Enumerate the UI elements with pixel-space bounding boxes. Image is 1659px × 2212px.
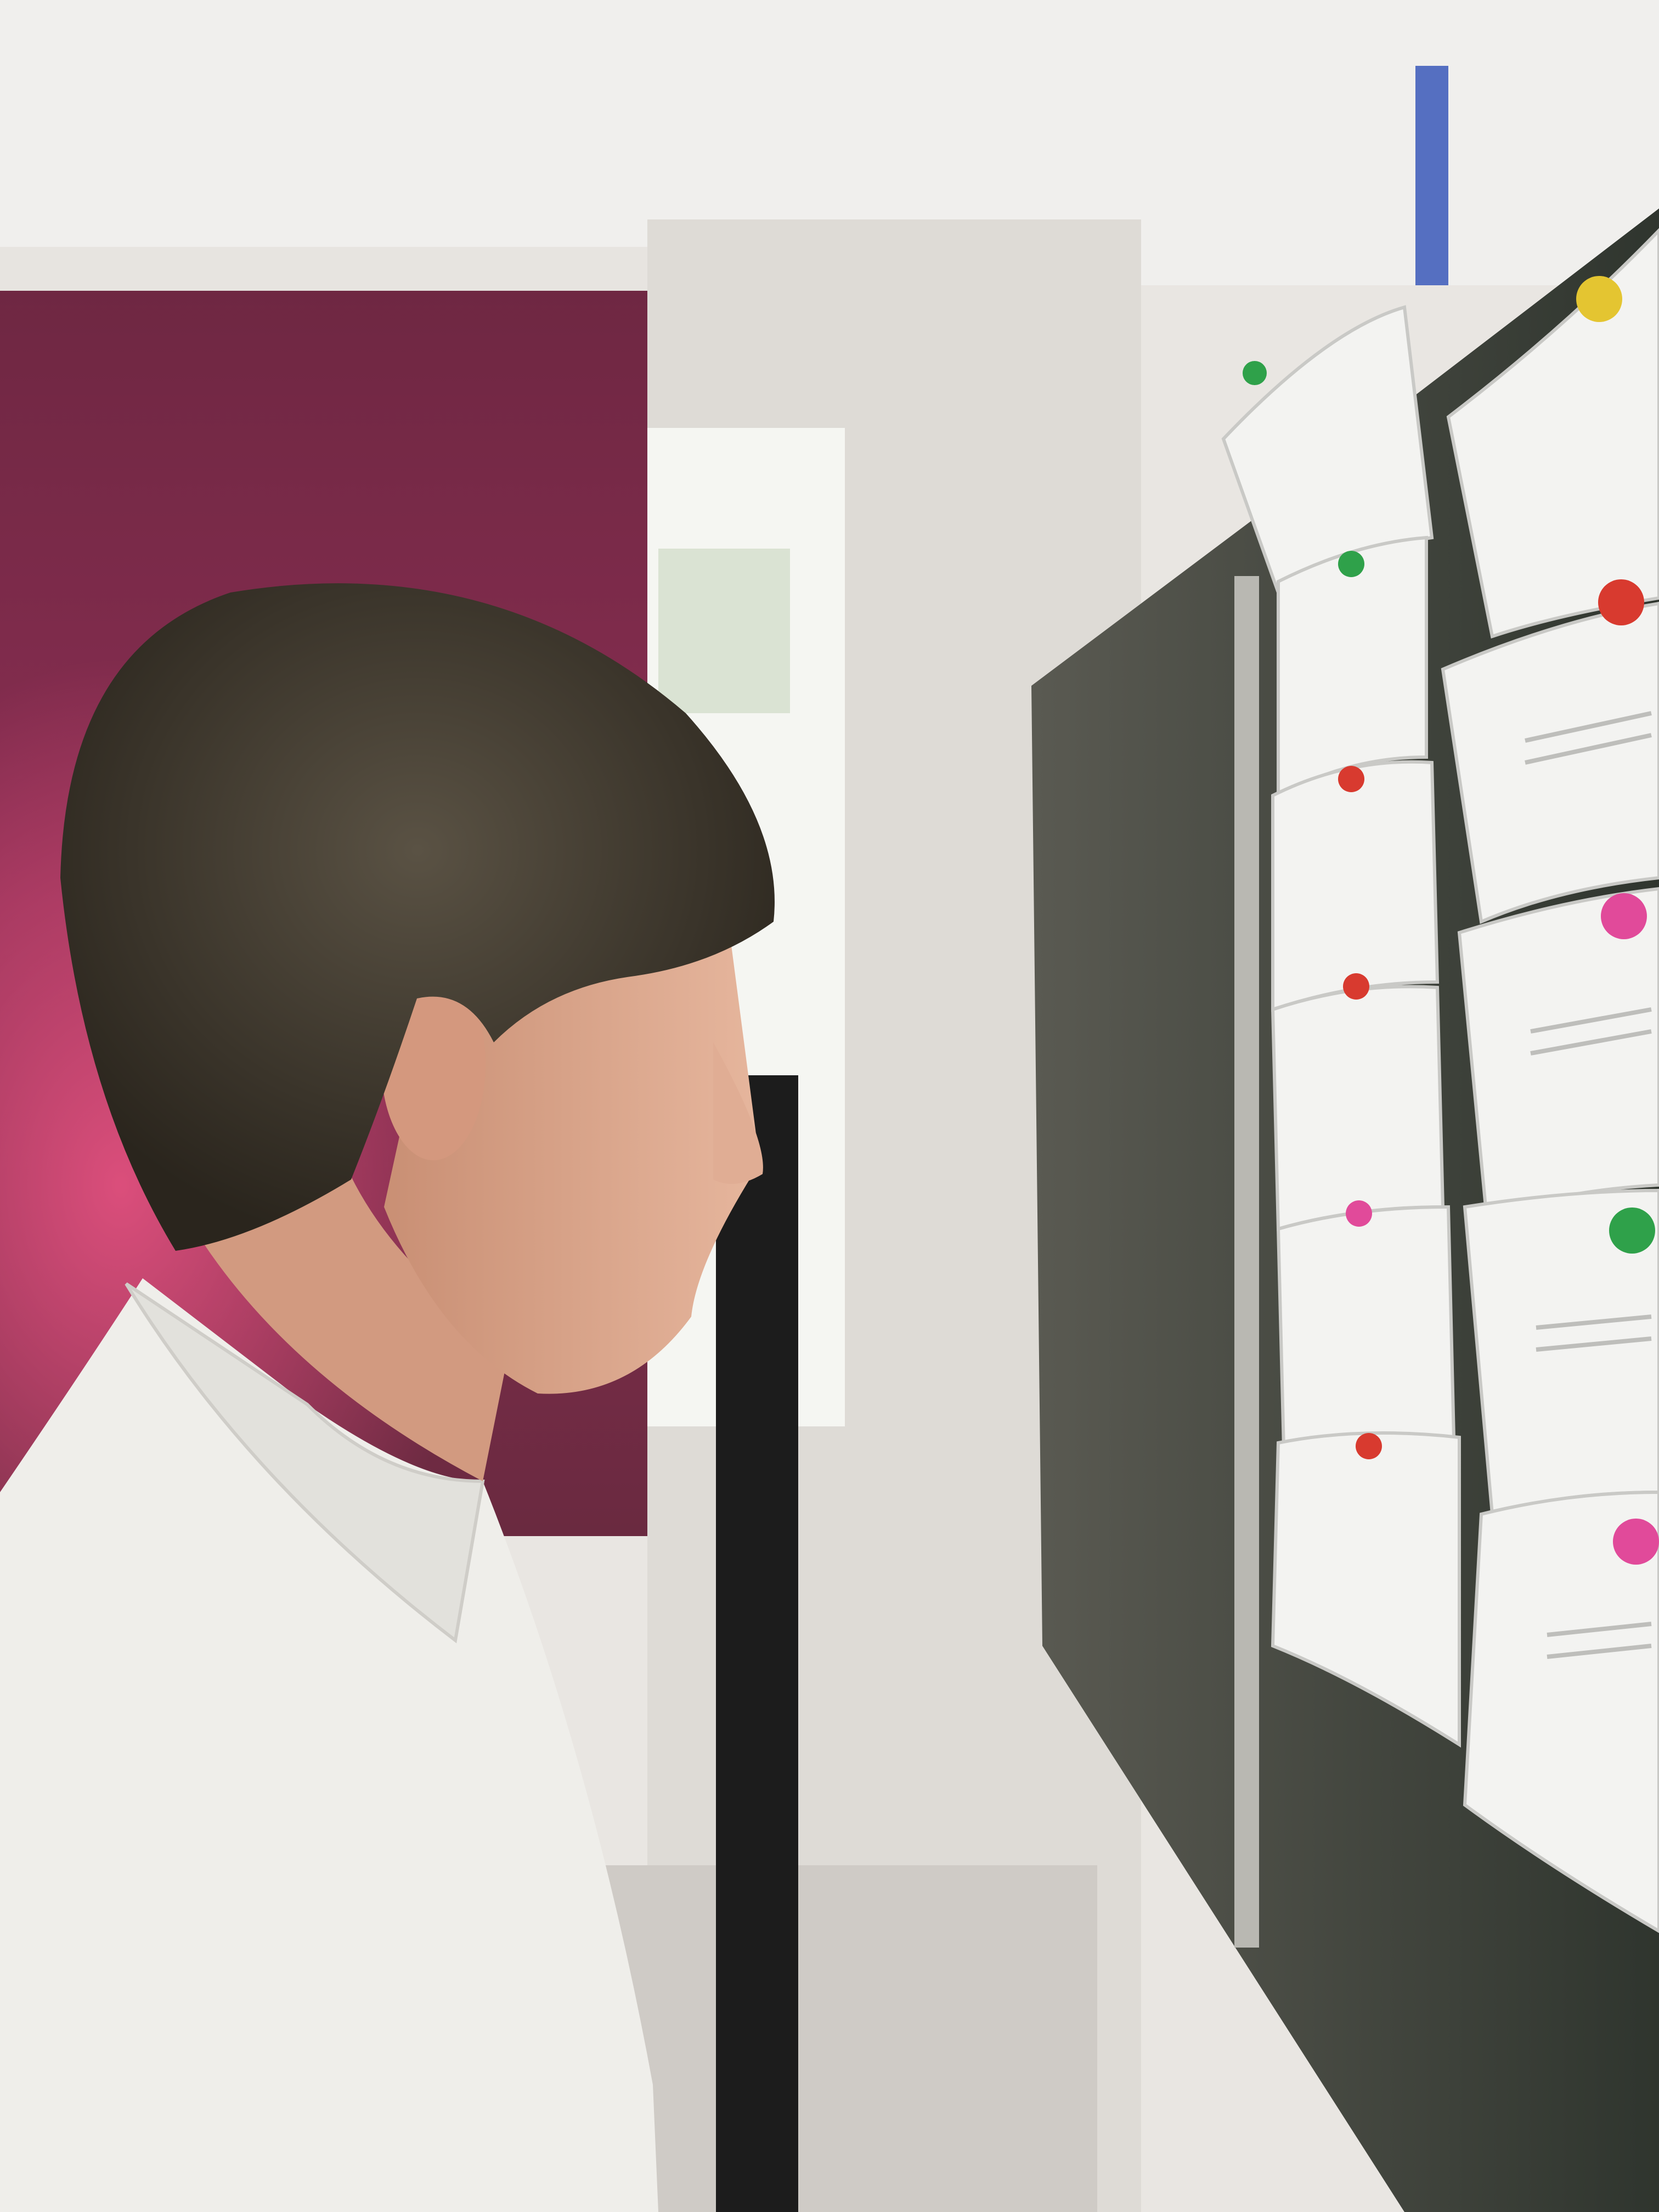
blue-sign (1415, 66, 1448, 285)
nose (713, 1042, 763, 1184)
shirt (0, 1278, 658, 2212)
shirt-collar (125, 1282, 485, 1644)
magnet-pin-red (1598, 579, 1644, 625)
magnet-pin-pink (1613, 1519, 1659, 1565)
paper-sheet (1446, 228, 1659, 639)
curtain-rod (0, 247, 647, 291)
magnet-pin-yellow (1576, 276, 1622, 322)
black-pole (716, 1075, 798, 2212)
magnet-pin-red (1338, 766, 1364, 792)
hair (60, 583, 775, 1251)
paper-sheet (1271, 985, 1445, 1231)
paper-column-left (1221, 305, 1461, 1748)
magnet-pin-green (1609, 1207, 1655, 1254)
paper-sheet (1441, 601, 1659, 924)
text-lines (1525, 711, 1652, 1659)
magnet-pin-pink (1346, 1200, 1372, 1227)
neck (181, 1152, 510, 1481)
magnet-pin-red (1356, 1433, 1382, 1459)
magnet-pins (1243, 276, 1659, 1565)
paper-sheet (1271, 760, 1440, 1012)
floor (603, 1865, 1097, 2212)
magnet-pin-green (1338, 551, 1364, 577)
window-greenery (658, 549, 790, 713)
paper-sheet (1271, 1431, 1461, 1748)
magnet-pin-pink (1601, 893, 1647, 939)
magnet-pin-green (1243, 361, 1267, 385)
board-frame (1234, 576, 1259, 1948)
paper-column-right (1441, 228, 1659, 1933)
magnet-pin-red (1343, 973, 1369, 1000)
paper-sheet (1276, 1205, 1456, 1451)
